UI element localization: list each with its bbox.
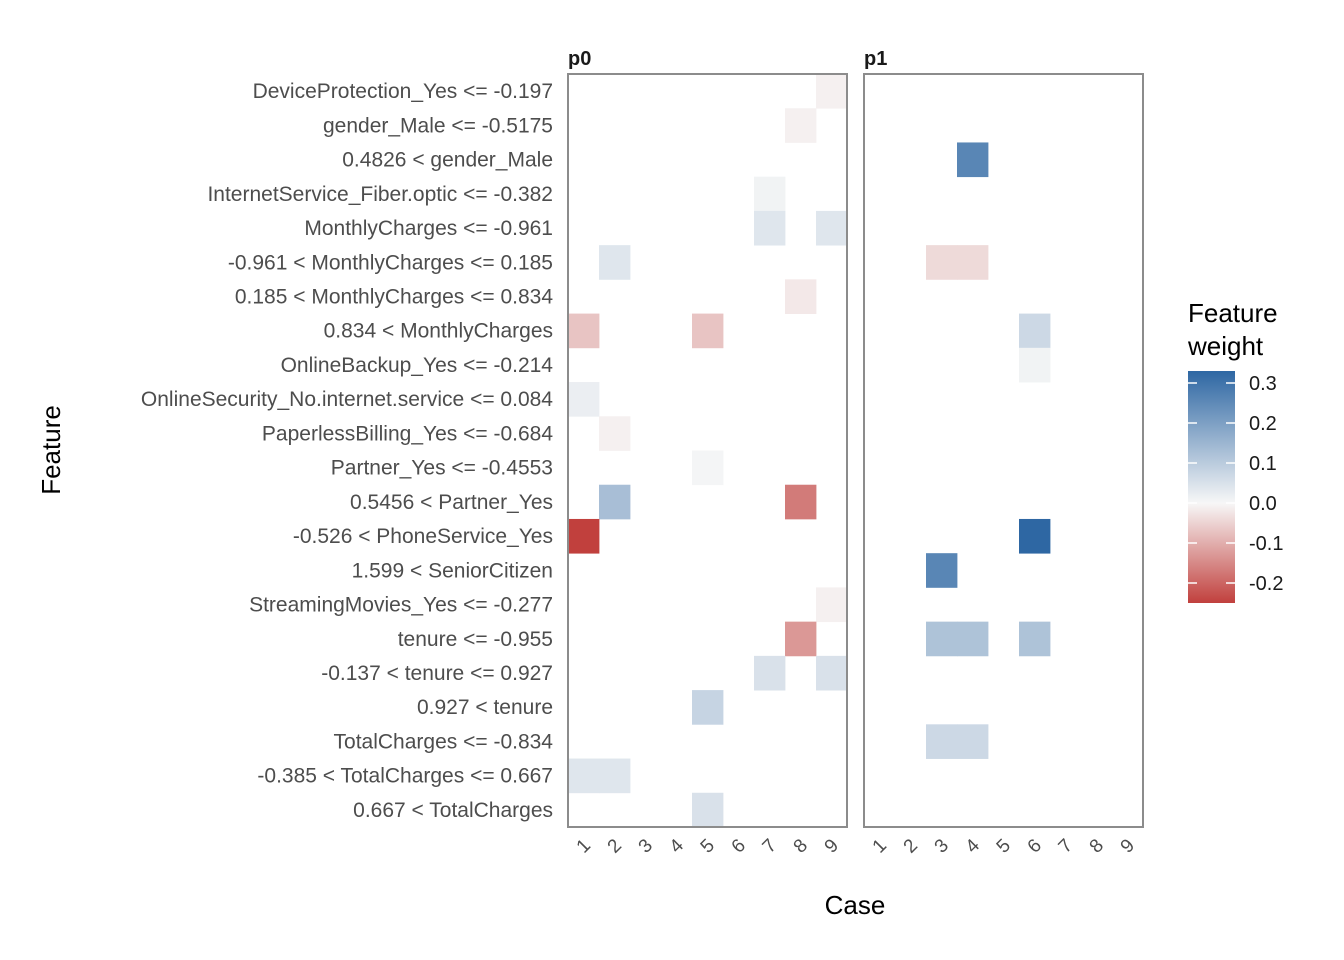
legend-tick-label: 0.3	[1249, 373, 1277, 395]
y-tick-label: 0.185 < MonthlyCharges <= 0.834	[235, 285, 553, 308]
y-tick-label: 1.599 < SeniorCitizen	[352, 559, 553, 582]
heatmap-cell	[816, 74, 848, 109]
y-tick-label: 0.927 < tenure	[417, 696, 553, 719]
x-tick-label: 2	[604, 835, 626, 857]
x-tick-label: 9	[1117, 835, 1139, 857]
y-tick-label: -0.385 < TotalCharges <= 0.667	[257, 765, 553, 788]
x-tick-label: 9	[821, 835, 843, 857]
x-tick-label: 5	[993, 835, 1015, 857]
y-tick-label: 0.4826 < gender_Male	[342, 149, 553, 172]
heatmap-cell	[957, 724, 989, 759]
heatmap-cell	[957, 621, 989, 657]
x-tick-label: 4	[962, 835, 985, 858]
panel-border	[863, 73, 1144, 828]
heatmap-cell	[1019, 621, 1051, 657]
y-tick-label: 0.667 < TotalCharges	[353, 799, 553, 822]
heatmap-cell	[568, 382, 600, 417]
heatmap-cell	[1019, 347, 1051, 383]
y-tick-label: -0.526 < PhoneService_Yes	[293, 525, 553, 548]
legend-tick-label: 0.2	[1249, 413, 1277, 435]
heatmap-cell	[785, 108, 817, 143]
x-tick-label: 3	[635, 835, 657, 857]
y-tick-label: -0.961 < MonthlyCharges <= 0.185	[228, 251, 553, 274]
x-axis-title: Case	[825, 890, 886, 920]
panel-p1: p1 1 2 3 4 5 6 7 8 9	[863, 48, 1144, 858]
heatmap-cell	[599, 416, 631, 451]
x-tick-label: 1	[869, 835, 891, 857]
color-legend: Feature weight 0.3 0.2 0.1 0.0 -0.1 -0.2	[1187, 298, 1283, 603]
y-tick-label: DeviceProtection_Yes <= -0.197	[253, 80, 553, 103]
heatmap-cell	[785, 279, 817, 314]
heatmap-cell	[692, 313, 724, 349]
heatmap-cell	[692, 792, 724, 828]
panel-p0: p0 1 2 3 4 5 6 7 8 9	[567, 48, 848, 858]
y-tick-label: MonthlyCharges <= -0.961	[304, 217, 553, 240]
heatmap-cell	[692, 450, 724, 486]
x-tick-label: 5	[697, 835, 719, 857]
legend-tick-label: -0.1	[1249, 533, 1283, 555]
y-tick-label: InternetService_Fiber.optic <= -0.382	[207, 183, 553, 206]
heatmap-cell	[816, 655, 848, 691]
x-tick-label: 6	[728, 835, 750, 857]
heatmap-cell	[1019, 313, 1051, 349]
legend-tick-label: -0.2	[1249, 573, 1283, 595]
heatmap-cell	[957, 245, 989, 280]
y-tick-label: PaperlessBilling_Yes <= -0.684	[262, 422, 553, 445]
x-tick-label: 4	[666, 835, 689, 858]
y-axis-title: Feature	[36, 405, 66, 495]
heatmap-cell	[568, 518, 600, 554]
heatmap-cell	[599, 484, 631, 520]
heatmap-cell	[568, 313, 600, 349]
x-tick-label: 8	[790, 835, 812, 857]
legend-tick-label: 0.1	[1249, 453, 1277, 475]
y-tick-label: StreamingMovies_Yes <= -0.277	[249, 594, 553, 617]
legend-ticks: 0.3 0.2 0.1 0.0 -0.1 -0.2	[1188, 373, 1283, 595]
heatmap-cell	[816, 587, 848, 623]
heatmap-cell	[785, 621, 817, 657]
heatmap-cell	[957, 142, 989, 178]
y-tick-label: 0.834 < MonthlyCharges	[324, 320, 553, 343]
y-tick-label: OnlineSecurity_No.internet.service <= 0.…	[141, 388, 553, 411]
legend-title-line-2: weight	[1187, 331, 1264, 361]
panel-strip-label: p1	[864, 48, 887, 70]
heatmap-cell	[692, 690, 724, 725]
x-tick-label: 2	[900, 835, 922, 857]
heatmap-cell	[754, 210, 786, 246]
panel-border	[567, 73, 848, 828]
y-tick-label: TotalCharges <= -0.834	[334, 730, 554, 753]
y-axis-tick-labels: DeviceProtection_Yes <= -0.197 gender_Mal…	[141, 80, 553, 822]
heatmap-cell	[1019, 518, 1051, 554]
x-tick-label: 8	[1086, 835, 1108, 857]
legend-title-line-1: Feature	[1188, 298, 1278, 328]
heatmap-cell	[926, 245, 958, 280]
heatmap-cell	[816, 210, 848, 246]
heatmap-cell	[754, 176, 786, 212]
heatmap-cell	[785, 484, 817, 520]
y-tick-label: Partner_Yes <= -0.4553	[331, 457, 553, 480]
x-tick-label: 6	[1024, 835, 1046, 857]
heatmap-cell	[599, 758, 631, 794]
heatmap-cell	[926, 724, 958, 759]
heatmap-cell	[926, 553, 958, 588]
x-tick-label: 3	[931, 835, 953, 857]
heatmap-cell	[568, 758, 600, 794]
y-tick-label: tenure <= -0.955	[398, 628, 553, 651]
x-tick-label: 7	[1055, 835, 1077, 857]
panel-strip-label: p0	[568, 48, 591, 70]
heatmap-cell	[599, 245, 631, 280]
y-tick-label: -0.137 < tenure <= 0.927	[321, 662, 553, 685]
y-tick-label: 0.5456 < Partner_Yes	[350, 491, 553, 514]
heatmap-cell	[754, 655, 786, 691]
heatmap-cell	[926, 621, 958, 657]
legend-colorbar	[1188, 371, 1235, 603]
x-tick-label: 1	[573, 835, 595, 857]
legend-tick-label: 0.0	[1249, 493, 1277, 515]
y-tick-label: OnlineBackup_Yes <= -0.214	[281, 354, 554, 377]
y-tick-label: gender_Male <= -0.5175	[323, 114, 553, 137]
x-tick-label: 7	[759, 835, 781, 857]
